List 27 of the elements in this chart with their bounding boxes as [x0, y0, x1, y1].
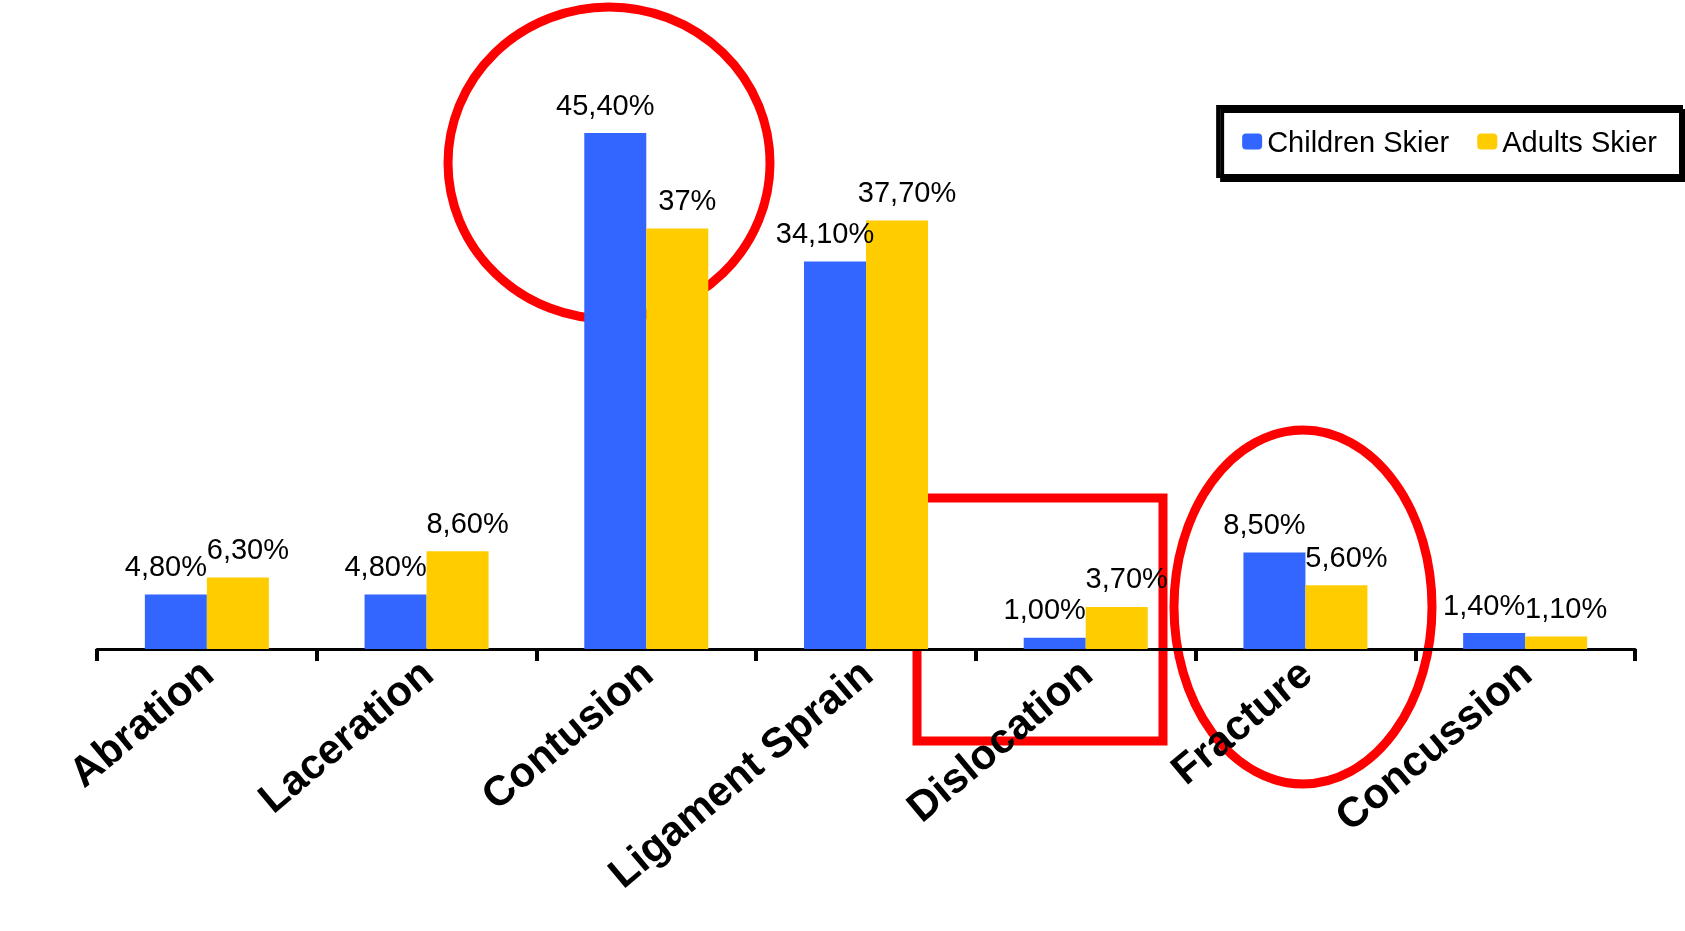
data-label: 37,70%	[857, 176, 957, 209]
data-label: 1,40%	[1443, 588, 1526, 621]
bar	[206, 577, 269, 649]
data-label: 4,80%	[124, 549, 207, 582]
data-label: 6,30%	[206, 532, 289, 565]
data-label: 8,50%	[1223, 507, 1306, 540]
bar	[1023, 637, 1086, 649]
bar	[426, 551, 489, 649]
legend-label: Children Skier	[1267, 125, 1450, 158]
bar	[804, 261, 866, 649]
bar	[1085, 606, 1148, 649]
bar	[144, 594, 207, 649]
data-label: 1,10%	[1525, 592, 1608, 624]
data-label: 5,60%	[1305, 540, 1388, 573]
bar	[1305, 585, 1368, 649]
bar	[1525, 636, 1588, 649]
bar	[1463, 633, 1526, 649]
legend-label: Adults Skier	[1502, 125, 1658, 158]
bar	[1243, 552, 1306, 649]
data-label: 4,80%	[344, 549, 427, 582]
data-label: 1,00%	[1003, 593, 1086, 626]
data-label: 8,60%	[426, 506, 509, 539]
data-label: 45,40%	[556, 88, 655, 121]
bar	[364, 594, 427, 649]
bar	[584, 133, 647, 649]
bar	[646, 228, 709, 649]
data-label: 37%	[658, 183, 717, 216]
